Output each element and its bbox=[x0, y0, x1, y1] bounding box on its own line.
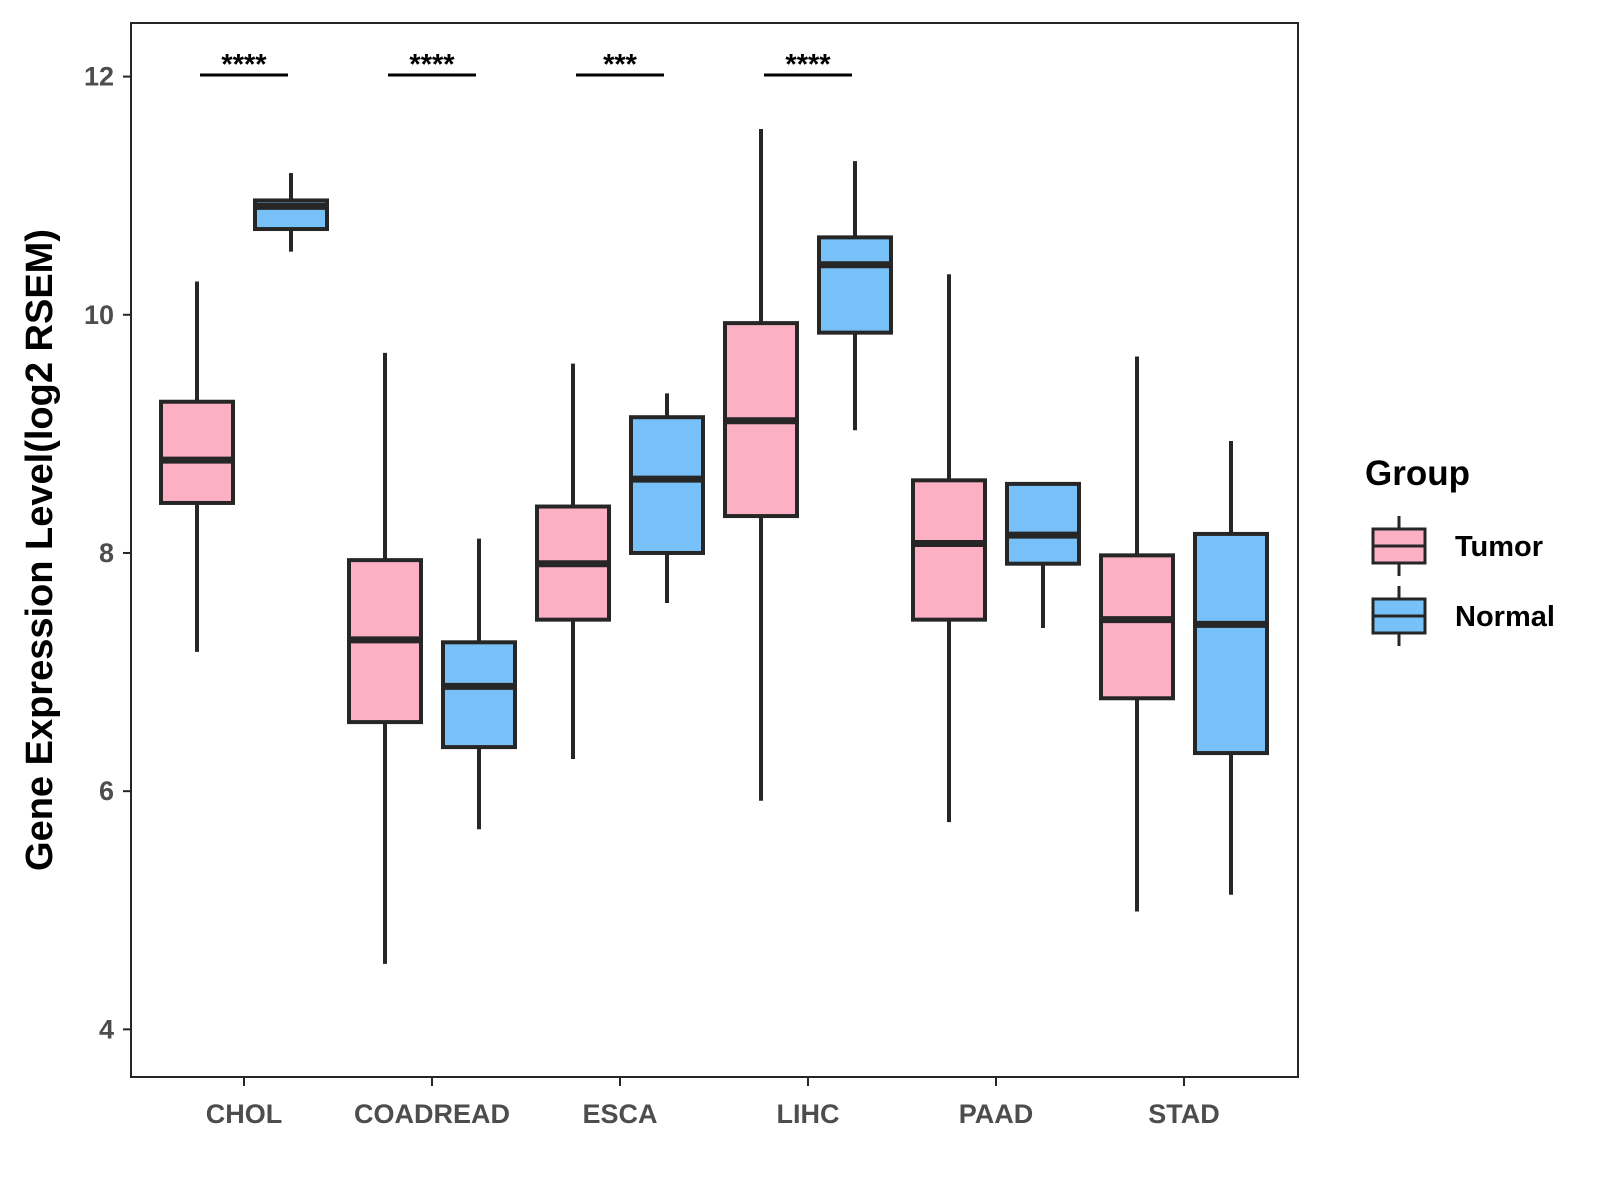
box-iqr bbox=[1005, 481, 1081, 566]
legend-label: Normal bbox=[1455, 601, 1555, 633]
box-tumor-stad bbox=[1099, 356, 1175, 912]
y-axis-title: Gene Expression Level(log2 RSEM) bbox=[19, 229, 61, 871]
y-tick-label: 10 bbox=[84, 300, 114, 330]
legend: Group Tumor Normal bbox=[1365, 454, 1555, 646]
legend-title: Group bbox=[1365, 454, 1470, 493]
significance-label: **** bbox=[409, 49, 455, 81]
significance-label: **** bbox=[221, 49, 267, 81]
box-iqr bbox=[1099, 553, 1175, 701]
box-tumor-chol bbox=[159, 281, 235, 652]
box-iqr bbox=[911, 478, 987, 622]
legend-entry-tumor: Tumor bbox=[1371, 516, 1543, 576]
y-tick-label: 6 bbox=[99, 776, 114, 806]
box-tumor-coadread bbox=[347, 352, 423, 964]
box-iqr bbox=[1193, 531, 1269, 756]
x-tick-label: ESCA bbox=[582, 1099, 657, 1129]
box-normal-paad bbox=[1005, 481, 1081, 629]
box-iqr bbox=[629, 415, 705, 555]
x-tick-label: CHOL bbox=[206, 1099, 283, 1129]
box-normal-coadread bbox=[441, 538, 517, 830]
box-group bbox=[159, 128, 1269, 964]
box-iqr bbox=[159, 399, 235, 505]
x-tick-label: LIHC bbox=[777, 1099, 840, 1129]
box-iqr bbox=[817, 235, 893, 335]
significance-annotations: **** **** *** **** bbox=[200, 49, 852, 81]
y-tick-label: 8 bbox=[99, 538, 114, 568]
x-tick-label: STAD bbox=[1148, 1099, 1220, 1129]
significance-label: *** bbox=[603, 49, 638, 81]
box-tumor-esca bbox=[535, 363, 611, 760]
y-tick-label: 4 bbox=[99, 1014, 114, 1044]
legend-label: Tumor bbox=[1455, 531, 1543, 563]
legend-entry-normal: Normal bbox=[1371, 586, 1555, 646]
box-normal-esca bbox=[629, 393, 705, 603]
y-tick-label: 12 bbox=[84, 62, 114, 92]
y-axis: 4 6 8 10 12 bbox=[84, 62, 131, 1044]
box-normal-chol bbox=[253, 173, 329, 252]
box-normal-lihc bbox=[817, 161, 893, 431]
box-iqr bbox=[441, 640, 517, 750]
box-tumor-lihc bbox=[723, 128, 799, 801]
x-axis: CHOL COADREAD ESCA LIHC PAAD STAD bbox=[206, 1077, 1220, 1129]
x-tick-label: PAAD bbox=[959, 1099, 1034, 1129]
x-tick-label: COADREAD bbox=[354, 1099, 510, 1129]
significance-label: **** bbox=[785, 49, 831, 81]
box-normal-stad bbox=[1193, 441, 1269, 895]
box-tumor-paad bbox=[911, 274, 987, 823]
plot-panel bbox=[130, 22, 1299, 1078]
